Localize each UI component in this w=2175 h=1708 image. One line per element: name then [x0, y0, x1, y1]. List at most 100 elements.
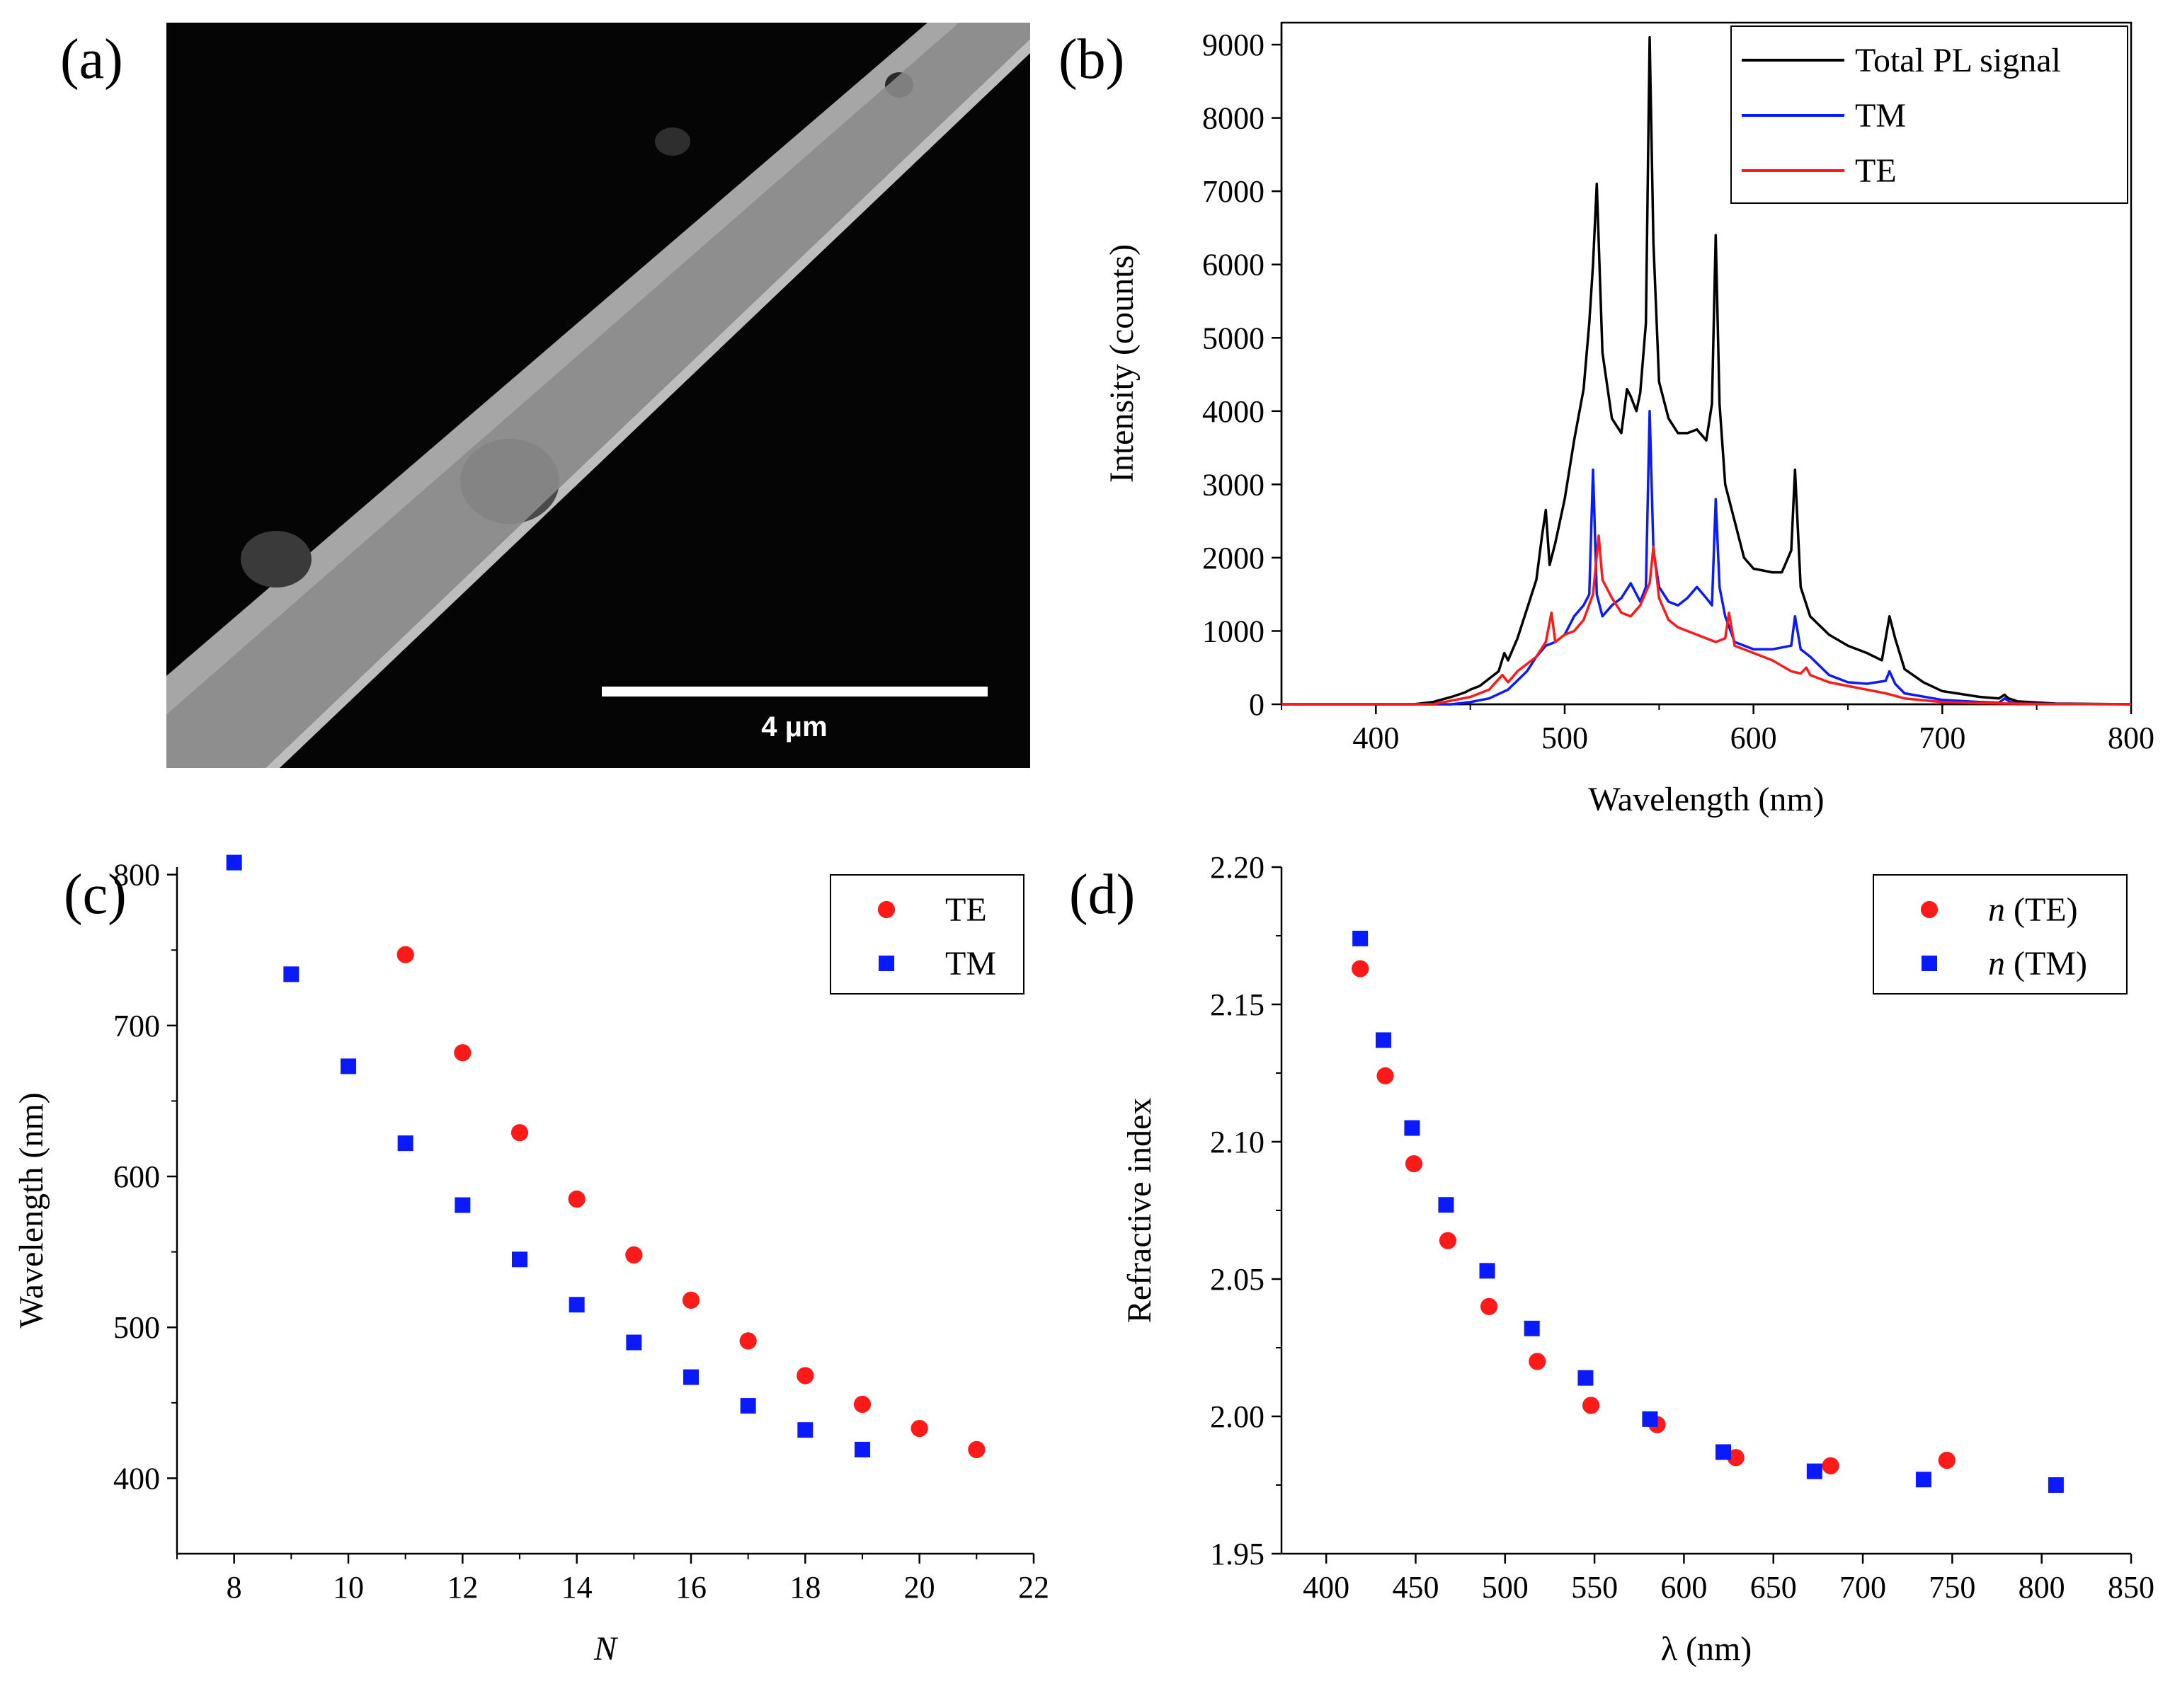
legend-label: TM	[945, 945, 996, 982]
scale-bar-label: 4 μm	[761, 711, 827, 743]
series-line-0	[1281, 35, 2132, 706]
data-point-0	[1822, 1457, 1839, 1474]
series-line-2	[1281, 534, 2132, 706]
x-tick-label: 650	[1750, 1570, 1797, 1605]
data-point-1	[1438, 1197, 1454, 1213]
panel-label-a: (a)	[60, 28, 123, 91]
legend-swatch	[877, 900, 896, 919]
data-point-1	[1524, 1320, 1540, 1336]
y-tick-label: 700	[113, 1009, 160, 1043]
x-tick-label: 550	[1571, 1570, 1618, 1605]
legend: n (TE) n (TM)	[1873, 874, 2128, 995]
data-point-1	[1404, 1120, 1420, 1136]
data-point-0	[568, 1190, 586, 1208]
x-tick-label: 22	[1018, 1570, 1049, 1605]
y-tick-label: 1000	[1202, 614, 1265, 648]
y-tick-label: 2.05	[1210, 1262, 1265, 1297]
legend-box	[1873, 874, 2128, 995]
data-point-0	[797, 1367, 814, 1385]
x-tick-label: 16	[675, 1570, 707, 1605]
data-point-1	[855, 1441, 870, 1457]
y-tick-label: 800	[113, 858, 160, 893]
legend-label: Total PL signal	[1855, 42, 2061, 79]
x-tick-label: 600	[1660, 1570, 1707, 1605]
data-point-0	[625, 1246, 643, 1263]
legend-label: TE	[1855, 152, 1897, 190]
x-tick-label: 700	[1839, 1570, 1886, 1605]
chart-refractive-index: 400 450 500 550 600 650 700 750 800 850 1.95 2.00 2.…	[1121, 850, 2154, 1668]
x-tick-label: 12	[447, 1570, 478, 1605]
data-point-0	[968, 1440, 986, 1459]
panel-label-d: (d)	[1069, 864, 1135, 926]
data-point-1	[1376, 1032, 1391, 1048]
y-tick-label: 2.10	[1210, 1125, 1265, 1159]
chart-pl-spectrum: 400 500 600 700 8000100020003000400050006000…	[1103, 21, 2154, 818]
data-point-0	[454, 1044, 472, 1062]
data-point-0	[1582, 1397, 1600, 1414]
y-tick-label: 1.95	[1210, 1537, 1265, 1571]
sem-image: 4 μm	[166, 23, 1030, 768]
y-axis-label: Refractive index	[1121, 1098, 1158, 1324]
data-point-1	[1716, 1444, 1731, 1460]
x-tick-label: 10	[333, 1570, 364, 1605]
y-tick-label: 8000	[1202, 101, 1265, 136]
y-tick-label: 500	[113, 1310, 160, 1345]
data-point-1	[1915, 1472, 1931, 1488]
y-axis-label: Wavelength (nm)	[13, 1092, 50, 1328]
legend-swatch	[879, 956, 894, 971]
data-point-1	[797, 1422, 814, 1438]
x-tick-label: 600	[1730, 721, 1777, 755]
data-point-0	[682, 1291, 700, 1309]
data-point-1	[341, 1058, 356, 1074]
legend-label: TE	[945, 891, 987, 929]
x-tick-label: 800	[2019, 1570, 2065, 1605]
y-tick-label: 5000	[1202, 321, 1265, 355]
x-tick-label: 8	[227, 1570, 242, 1605]
data-point-0	[510, 1124, 529, 1142]
legend-box	[830, 874, 1024, 995]
panel-label-c: (c)	[64, 864, 127, 926]
y-tick-label: 2000	[1202, 541, 1265, 575]
y-tick-label: 4000	[1202, 394, 1265, 429]
data-point-0	[1727, 1449, 1745, 1467]
x-tick-label: 14	[561, 1570, 593, 1605]
data-point-1	[2048, 1477, 2064, 1493]
x-tick-label: 500	[1482, 1570, 1529, 1605]
data-point-1	[283, 966, 299, 982]
y-tick-label: 6000	[1202, 248, 1265, 282]
data-point-0	[1405, 1154, 1423, 1173]
x-tick-label: 700	[1919, 721, 1965, 755]
y-tick-label: 2.20	[1210, 850, 1265, 885]
legend: Total PL signal TM TE	[1730, 25, 2128, 204]
data-point-0	[739, 1332, 757, 1350]
data-point-1	[455, 1197, 471, 1213]
scale-bar	[602, 687, 988, 697]
legend-label: n (TM)	[1988, 945, 2087, 982]
data-point-1	[1642, 1411, 1658, 1427]
y-tick-label: 7000	[1202, 174, 1265, 209]
y-tick-label: 2.15	[1210, 987, 1265, 1022]
y-tick-label: 400	[113, 1461, 160, 1496]
data-point-0	[396, 946, 414, 963]
data-point-1	[397, 1135, 413, 1152]
x-tick-label: 400	[1352, 721, 1399, 755]
data-point-0	[1352, 960, 1369, 978]
data-point-1	[569, 1297, 585, 1313]
legend: TE TM	[830, 874, 1024, 995]
x-axis-label: λ (nm)	[1661, 1630, 1752, 1668]
data-point-1	[1479, 1263, 1495, 1279]
x-axis-label: Wavelength (nm)	[1588, 781, 1824, 818]
y-tick-label: 9000	[1202, 28, 1265, 62]
data-point-1	[683, 1369, 699, 1385]
data-point-0	[1376, 1067, 1394, 1084]
x-tick-label: 450	[1392, 1570, 1439, 1605]
x-tick-label: 20	[904, 1570, 935, 1605]
data-point-0	[1439, 1232, 1457, 1249]
x-tick-label: 850	[2108, 1570, 2154, 1605]
data-point-0	[1529, 1353, 1546, 1370]
panel-label-b: (b)	[1058, 28, 1124, 91]
legend-label: n (TE)	[1988, 891, 2078, 929]
y-tick-label: 600	[113, 1159, 160, 1194]
data-point-1	[1352, 930, 1369, 946]
